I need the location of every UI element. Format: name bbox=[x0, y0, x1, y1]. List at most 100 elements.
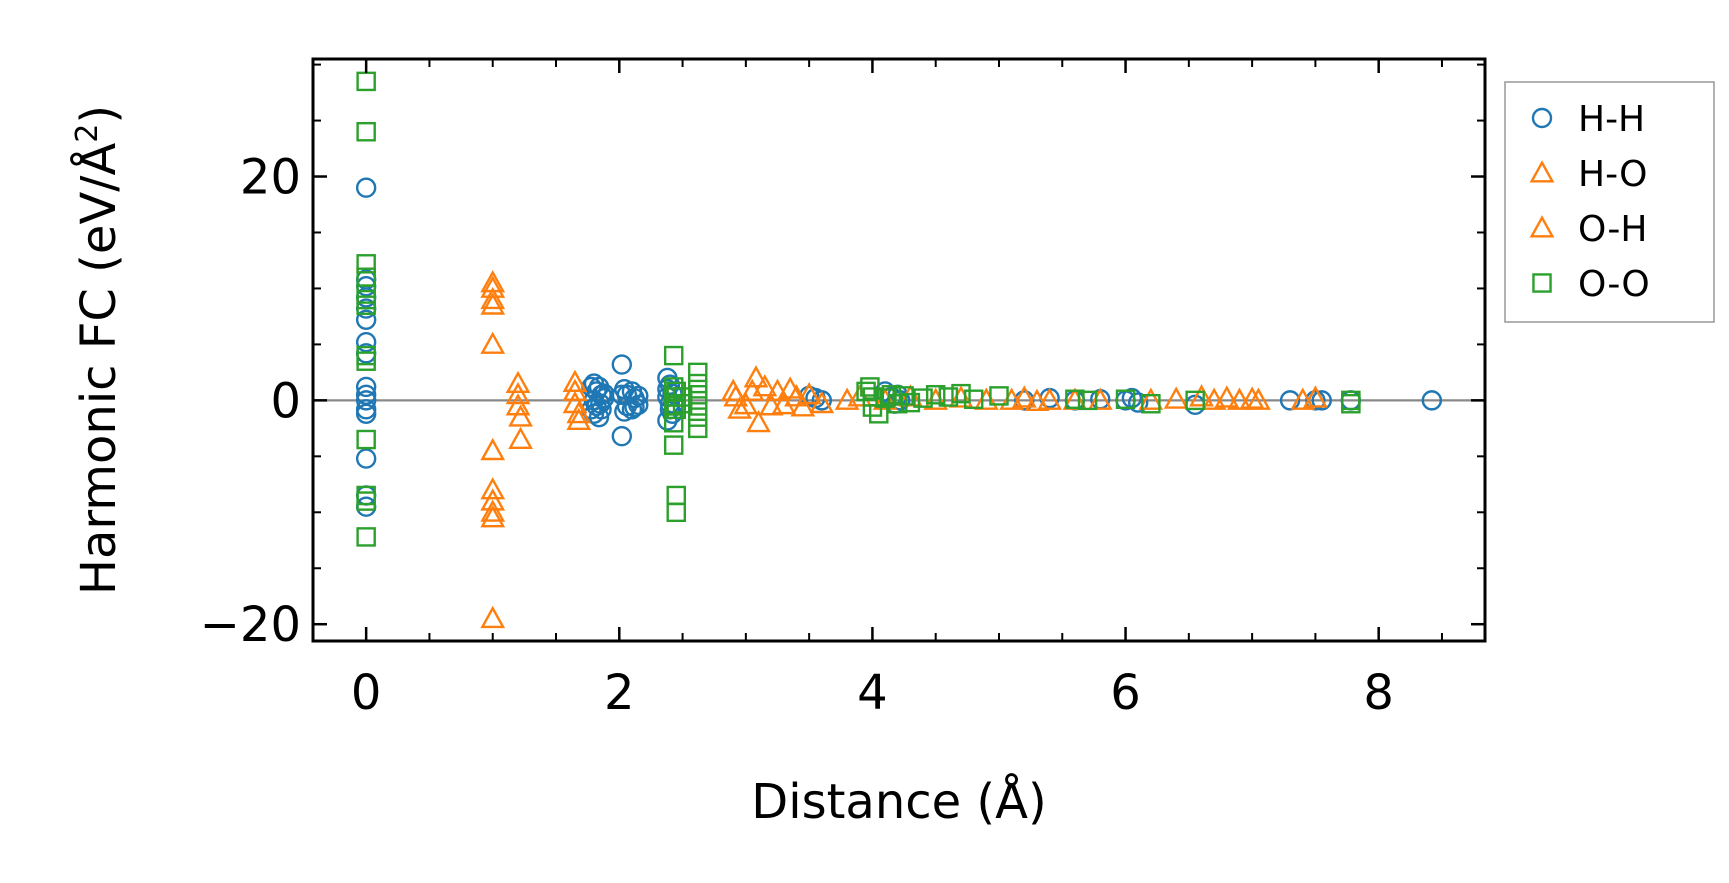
data-point bbox=[1246, 387, 1271, 410]
data-point bbox=[611, 354, 633, 375]
data-point bbox=[355, 331, 377, 353]
legend-entries: H-H H-O O-H O-O bbox=[1529, 99, 1650, 305]
data-point bbox=[1138, 387, 1164, 410]
y-tick-label: −20 bbox=[200, 597, 301, 653]
data-point bbox=[1014, 390, 1035, 411]
y-tick-label: 0 bbox=[270, 373, 301, 429]
data-point bbox=[356, 295, 376, 315]
data-point bbox=[355, 309, 377, 330]
data-point bbox=[1421, 390, 1443, 411]
data-point bbox=[356, 121, 376, 142]
data-point bbox=[480, 286, 506, 310]
data-point bbox=[355, 376, 377, 398]
data-point bbox=[562, 378, 588, 401]
legend-entry: O-H bbox=[1529, 209, 1647, 250]
data-point bbox=[505, 393, 531, 416]
series-h-o bbox=[480, 270, 816, 629]
legend-box bbox=[1504, 81, 1715, 323]
axis-ticks: 0 2 4 6 8 −20 0 20 bbox=[200, 59, 1485, 721]
data-point bbox=[688, 362, 708, 383]
x-tick-label: 4 bbox=[857, 665, 888, 721]
data-point bbox=[688, 418, 708, 439]
data-point bbox=[663, 345, 684, 366]
data-point bbox=[752, 374, 778, 397]
data-point bbox=[856, 381, 876, 402]
data-point bbox=[688, 396, 708, 416]
y-axis-label-close: ) bbox=[71, 105, 127, 124]
data-point bbox=[771, 392, 797, 415]
data-point bbox=[628, 385, 649, 407]
data-point bbox=[1141, 393, 1161, 414]
data-point bbox=[1279, 390, 1301, 411]
data-point bbox=[875, 388, 895, 408]
data-point bbox=[746, 409, 771, 433]
data-point bbox=[480, 605, 506, 629]
data-point bbox=[505, 381, 531, 405]
data-point bbox=[727, 396, 752, 419]
data-point bbox=[480, 505, 506, 528]
data-point bbox=[355, 390, 377, 411]
data-point bbox=[951, 383, 971, 404]
plot-area bbox=[313, 71, 1485, 629]
data-point bbox=[621, 399, 643, 420]
data-point bbox=[1214, 385, 1240, 408]
legend-marker bbox=[1532, 273, 1552, 293]
data-point bbox=[1163, 386, 1189, 409]
legend-entry: H-H bbox=[1531, 99, 1645, 140]
x-tick-label: 0 bbox=[351, 665, 382, 721]
data-point bbox=[796, 381, 822, 405]
data-point bbox=[355, 177, 377, 198]
data-point bbox=[1128, 392, 1149, 413]
legend-entry: O-O bbox=[1532, 264, 1650, 305]
legend-label: H-H bbox=[1578, 99, 1645, 140]
legend-marker bbox=[1529, 160, 1555, 183]
data-point bbox=[356, 491, 376, 511]
data-point bbox=[590, 393, 611, 414]
data-point bbox=[508, 426, 533, 450]
data-point bbox=[1065, 389, 1085, 409]
data-point bbox=[938, 387, 959, 407]
data-point bbox=[894, 386, 914, 406]
x-tick-label: 2 bbox=[604, 665, 635, 721]
data-point bbox=[1185, 390, 1205, 411]
data-point bbox=[480, 499, 506, 522]
data-point bbox=[758, 393, 784, 416]
data-point bbox=[666, 399, 686, 420]
legend: H-H H-O O-H O-O bbox=[1504, 81, 1715, 323]
series-o-o bbox=[356, 71, 1361, 547]
data-point bbox=[989, 386, 1009, 406]
data-point bbox=[913, 388, 933, 408]
data-point bbox=[566, 400, 592, 424]
data-point bbox=[688, 373, 708, 394]
data-point bbox=[809, 390, 835, 414]
data-point bbox=[688, 385, 708, 405]
legend-marker bbox=[1529, 215, 1555, 238]
data-point bbox=[356, 527, 376, 547]
data-point bbox=[1037, 387, 1063, 410]
data-point bbox=[508, 404, 533, 427]
data-point bbox=[733, 392, 759, 415]
data-point bbox=[1011, 385, 1037, 408]
x-axis-label: Distance (Å) bbox=[751, 773, 1046, 830]
data-point bbox=[1341, 393, 1361, 414]
legend-entry: H-O bbox=[1529, 154, 1647, 195]
data-point bbox=[1227, 387, 1252, 410]
data-point bbox=[1115, 389, 1136, 409]
y-tick-label: 20 bbox=[240, 150, 301, 206]
data-point bbox=[1077, 390, 1098, 411]
data-point bbox=[624, 396, 645, 418]
legend-label: O-O bbox=[1578, 264, 1650, 305]
data-point bbox=[688, 407, 708, 427]
data-point bbox=[611, 425, 633, 447]
data-point bbox=[480, 437, 506, 461]
plot-frame bbox=[311, 57, 1487, 643]
data-point bbox=[1305, 390, 1326, 411]
data-point bbox=[1189, 384, 1214, 407]
y-axis-label-main: Harmonic FC (eV/Å bbox=[70, 143, 127, 596]
data-point bbox=[1311, 390, 1332, 411]
data-point bbox=[562, 369, 588, 392]
data-point bbox=[1024, 388, 1050, 411]
data-point bbox=[356, 254, 376, 274]
data-point bbox=[1303, 385, 1328, 408]
